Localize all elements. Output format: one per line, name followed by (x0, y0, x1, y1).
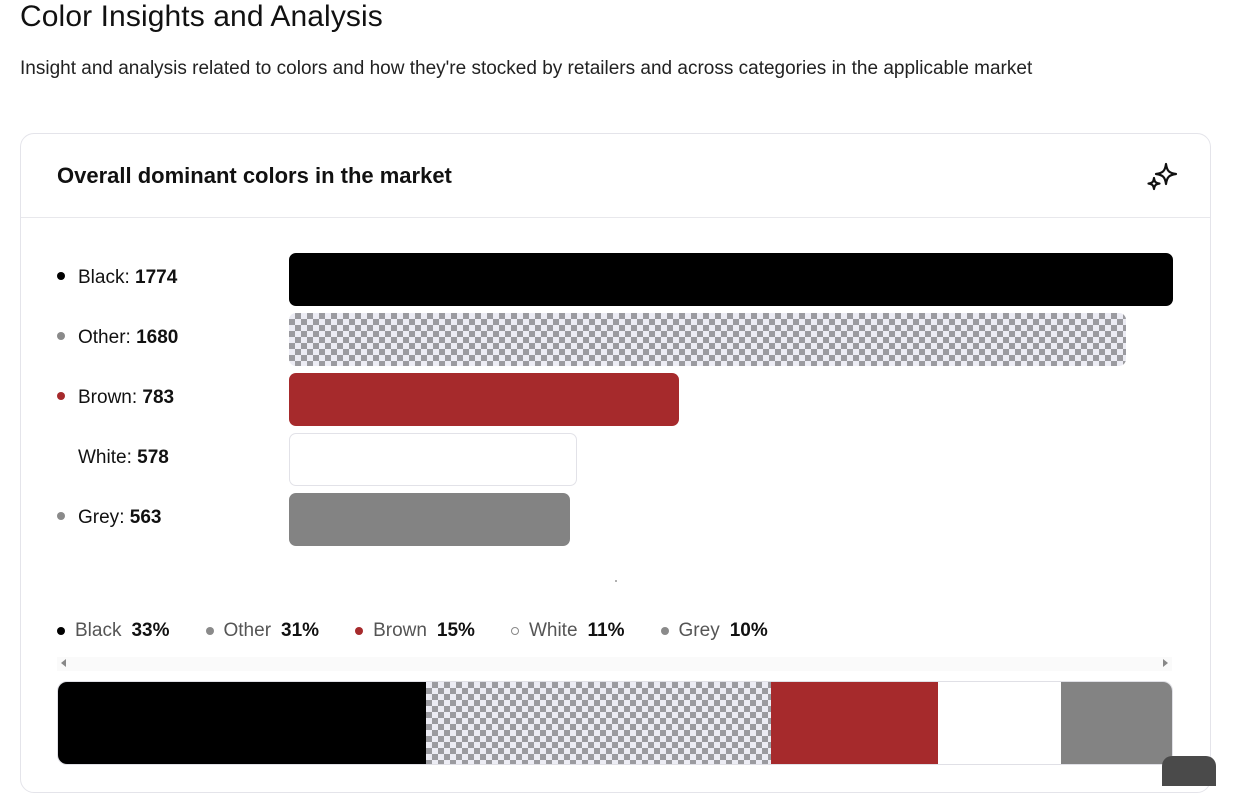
legend-item-grey: Grey 10% (660, 620, 768, 642)
bar-label: Brown: 783 (57, 387, 174, 409)
stacked-share-bar (57, 681, 1173, 765)
scroll-right-icon[interactable] (1163, 659, 1168, 667)
floating-action-button[interactable] (1162, 756, 1216, 786)
legend-percent: 33% (131, 620, 170, 641)
legend-dot (57, 627, 65, 635)
bar-category: Black (78, 267, 125, 288)
legend-name: Other (223, 620, 272, 641)
legend-percent: 15% (436, 620, 475, 641)
horizontal-scrollbar[interactable] (57, 657, 1172, 671)
bar-value: 563 (129, 507, 162, 528)
legend-name: Grey (678, 620, 720, 641)
bar-row-black: Black: 1774 (21, 253, 1210, 307)
page-title: Color Insights and Analysis (20, 0, 383, 33)
bar-category: Brown (78, 387, 132, 408)
bar-category: Other (78, 327, 126, 348)
bar-row-white: White: 578 (21, 433, 1210, 487)
legend-name: Brown (373, 620, 427, 641)
divider-dot (615, 580, 617, 582)
stack-segment-brown[interactable] (770, 682, 939, 764)
legend-item-black: Black 33% (57, 620, 170, 642)
bar-grey[interactable] (289, 493, 570, 546)
legend-name: White (528, 620, 578, 641)
color-dot (57, 331, 65, 340)
legend-dot (660, 627, 669, 635)
percentage-legend: Black 33% Other 31% Brown 15% White 11% Grey 10% (57, 620, 804, 642)
legend-percent: 10% (729, 620, 768, 641)
bar-brown[interactable] (289, 373, 679, 426)
bar-category: White (78, 447, 127, 468)
legend-percent: 11% (587, 620, 625, 641)
legend-item-other: Other 31% (205, 620, 320, 642)
legend-dot (355, 627, 364, 635)
page-subtitle: Insight and analysis related to colors a… (20, 58, 1033, 79)
legend-item-brown: Brown 15% (355, 620, 475, 642)
bar-value: 578 (137, 447, 169, 468)
stack-segment-black[interactable] (58, 682, 426, 764)
bar-row-other: Other: 1680 (21, 313, 1210, 367)
dominant-colors-card: Overall dominant colors in the market Bl… (20, 133, 1211, 793)
sparkle-icon[interactable] (1144, 160, 1180, 196)
bar-value: 1680 (136, 327, 179, 348)
bar-label: Other: 1680 (57, 327, 178, 349)
bar-value: 1774 (135, 267, 178, 288)
bar-other[interactable] (289, 313, 1126, 366)
color-dot (57, 271, 65, 280)
legend-dot (205, 627, 214, 635)
bar-row-brown: Brown: 783 (21, 373, 1210, 427)
scroll-left-icon[interactable] (61, 659, 66, 667)
legend-percent: 31% (281, 620, 320, 641)
card-header: Overall dominant colors in the market (21, 134, 1210, 218)
bar-label: White: 578 (57, 447, 169, 469)
stack-segment-other[interactable] (425, 682, 771, 764)
color-dot (57, 391, 65, 400)
bar-black[interactable] (289, 253, 1173, 306)
card-title: Overall dominant colors in the market (57, 163, 452, 188)
color-dot (57, 451, 65, 460)
stack-segment-grey[interactable] (1060, 682, 1172, 764)
bar-label: Black: 1774 (57, 267, 177, 289)
color-dot (57, 511, 65, 520)
legend-item-white: White 11% (510, 620, 625, 642)
bar-value: 783 (142, 387, 175, 408)
legend-dot (510, 627, 519, 635)
bar-white[interactable] (289, 433, 577, 486)
legend-name: Black (75, 620, 122, 641)
bar-row-grey: Grey: 563 (21, 493, 1210, 547)
bar-category: Grey (78, 507, 120, 528)
bar-label: Grey: 563 (57, 507, 161, 529)
stack-segment-white[interactable] (938, 682, 1061, 764)
